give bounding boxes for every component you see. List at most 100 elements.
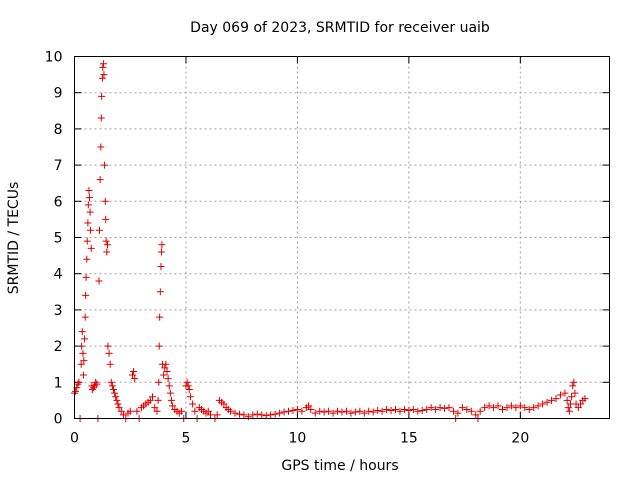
data-point — [481, 404, 489, 412]
data-point — [104, 342, 112, 350]
data-point — [441, 404, 449, 412]
data-point — [334, 407, 342, 415]
data-point — [163, 367, 171, 375]
data-point — [101, 197, 109, 205]
y-tick-label: 1 — [54, 375, 63, 391]
data-point — [220, 400, 228, 408]
data-point — [485, 402, 493, 410]
data-point — [89, 384, 97, 392]
data-point — [114, 400, 122, 408]
data-point — [133, 407, 141, 415]
data-point — [80, 357, 88, 365]
x-tick-label: 0 — [70, 431, 79, 447]
data-point — [130, 367, 138, 375]
data-point — [81, 335, 89, 343]
data-point — [97, 114, 105, 122]
data-point — [213, 411, 221, 419]
data-point — [307, 405, 315, 413]
y-tick-label: 5 — [54, 231, 63, 247]
data-point — [405, 407, 413, 415]
data-point — [110, 386, 118, 394]
data-point — [267, 411, 275, 419]
data-point — [95, 277, 103, 285]
data-point — [156, 288, 164, 296]
data-points — [71, 60, 589, 422]
data-point — [320, 408, 328, 416]
data-point — [77, 360, 85, 368]
data-point — [387, 407, 395, 415]
data-point — [83, 237, 91, 245]
data-point — [88, 386, 96, 394]
data-point — [227, 407, 235, 415]
data-point — [289, 407, 297, 415]
data-point — [271, 410, 279, 418]
data-point — [78, 328, 86, 336]
data-point — [414, 407, 422, 415]
data-point — [432, 405, 440, 413]
x-tick-label: 15 — [400, 431, 418, 447]
data-point — [157, 262, 165, 270]
data-point — [276, 409, 284, 417]
data-point — [98, 74, 106, 82]
y-axis-label: SRMTID / TECUs — [6, 182, 22, 295]
data-point — [235, 410, 243, 418]
data-point — [98, 92, 106, 100]
data-point — [521, 404, 529, 412]
data-point — [186, 393, 194, 401]
data-point — [156, 313, 164, 321]
data-point — [100, 71, 108, 79]
data-point — [120, 411, 128, 419]
data-point — [115, 404, 123, 412]
data-point — [316, 407, 324, 415]
data-point — [512, 404, 520, 412]
data-point — [577, 400, 585, 408]
data-point — [574, 404, 582, 412]
data-point — [365, 407, 373, 415]
data-point — [79, 349, 87, 357]
data-point — [82, 291, 90, 299]
y-tick-label: 4 — [54, 267, 63, 283]
y-tick-label: 3 — [54, 303, 63, 319]
data-point — [249, 411, 257, 419]
plot-frame — [74, 56, 610, 419]
data-point — [507, 402, 515, 410]
data-point — [548, 396, 556, 404]
y-tick-label: 0 — [54, 412, 63, 428]
data-point — [563, 396, 571, 404]
data-point — [499, 405, 506, 413]
data-point — [146, 396, 154, 404]
data-point — [84, 219, 92, 227]
data-point — [78, 342, 86, 350]
data-point — [158, 241, 166, 249]
x-tick-label: 20 — [511, 431, 529, 447]
data-point — [154, 396, 162, 404]
data-point — [445, 404, 453, 412]
data-point — [534, 402, 542, 410]
data-point — [231, 409, 239, 417]
data-point — [84, 201, 92, 209]
data-point — [83, 255, 91, 263]
y-tick-label: 8 — [54, 122, 63, 138]
data-point — [105, 349, 113, 357]
data-point — [164, 375, 172, 383]
grid — [74, 56, 610, 419]
data-point — [204, 407, 212, 415]
data-point — [102, 237, 110, 245]
data-point — [113, 396, 121, 404]
data-point — [112, 393, 120, 401]
data-point — [581, 395, 589, 403]
data-point — [107, 378, 115, 386]
data-point — [525, 405, 533, 413]
data-point — [262, 412, 270, 420]
data-point — [103, 241, 111, 249]
data-point — [106, 360, 114, 368]
data-point — [99, 60, 107, 68]
data-point — [103, 248, 111, 256]
data-point — [400, 405, 408, 413]
data-point — [155, 342, 163, 350]
data-point — [311, 409, 319, 417]
data-point — [494, 402, 502, 410]
data-point — [185, 386, 193, 394]
data-point — [463, 405, 471, 413]
